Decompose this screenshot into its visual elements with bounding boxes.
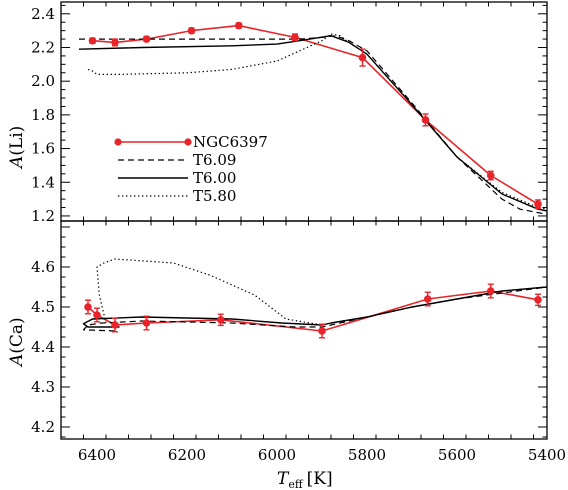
- calcium-ytick-label: 4.3: [31, 378, 55, 396]
- lithium-ytick-label: 1.2: [31, 207, 55, 225]
- lithium-data-point: [291, 33, 299, 42]
- lithium-data-point: [187, 26, 196, 35]
- lithium-ytick-label: 2.4: [31, 5, 55, 23]
- lithium-data-point: [486, 171, 495, 180]
- lithium-series-t580: [87, 33, 547, 210]
- lithium-data-point: [534, 200, 542, 208]
- lithium-ylabel: A(Li): [7, 126, 27, 170]
- calcium-marker-group: [84, 283, 542, 339]
- x-axis-label: Teff [K]: [277, 469, 333, 490]
- legend-marker-ngc6397-right: [184, 138, 192, 146]
- calcium-data-point: [423, 295, 432, 303]
- legend-label-t609: T6.09: [193, 151, 236, 169]
- lithium-data-point: [111, 38, 119, 47]
- calcium-data-point: [216, 316, 225, 324]
- x-tick-label: 6400: [78, 446, 116, 464]
- lithium-ytick-label: 2.2: [31, 38, 55, 56]
- lithium-data-point: [88, 36, 97, 45]
- calcium-data-point: [111, 321, 119, 329]
- x-axis-ticks: 6400 6200 6000 5800 5600 5400: [78, 446, 566, 464]
- calcium-data-point: [142, 319, 151, 327]
- x-tick-label: 5600: [438, 446, 476, 464]
- calcium-ytick-label: 4.4: [31, 338, 55, 356]
- calcium-series-t580: [96, 258, 547, 326]
- legend-label-t600: T6.00: [193, 169, 236, 187]
- calcium-data-point: [486, 287, 495, 295]
- lithium-data-point: [358, 53, 367, 62]
- x-tick-label: 5800: [348, 446, 386, 464]
- calcium-panel: 4.6 4.5 4.4 4.3 4.2 A(Ca): [7, 220, 548, 440]
- calcium-ylabel: A(Ca): [7, 317, 27, 368]
- lithium-data-point: [234, 21, 243, 30]
- legend-label-t580: T5.80: [193, 187, 236, 205]
- lithium-series-group: [78, 24, 547, 215]
- x-tick-label: 5400: [528, 446, 566, 464]
- lithium-panel: 2.4 2.2 2.0 1.8 1.6 1.4 1.2 A(Li) NGC6397 T6.0…: [7, 1, 548, 225]
- lithium-series-ngc6397: [92, 24, 539, 205]
- x-tick-label: 6000: [258, 446, 296, 464]
- lithium-data-point: [142, 35, 151, 43]
- lithium-ytick-label: 2.0: [31, 72, 55, 90]
- calcium-data-point: [84, 303, 92, 311]
- lithium-ytick-label: 1.4: [31, 173, 55, 191]
- calcium-ytick-label: 4.6: [31, 258, 55, 276]
- legend-marker-ngc6397-left: [114, 138, 122, 146]
- lithium-ytick-label: 1.6: [31, 140, 55, 158]
- lithium-series-t609: [79, 35, 547, 215]
- lithium-ytick-label: 1.8: [31, 106, 55, 124]
- calcium-ticks-group: 4.6 4.5 4.4 4.3 4.2: [31, 221, 547, 439]
- legend: NGC6397 T6.09 T6.00 T5.80: [114, 133, 268, 205]
- calcium-frame: [60, 220, 548, 440]
- lithium-marker-group: [88, 21, 542, 210]
- calcium-data-point: [534, 296, 542, 304]
- lithium-data-point: [421, 116, 430, 124]
- legend-label-ngc6397: NGC6397: [193, 133, 268, 151]
- x-tick-label: 6200: [168, 446, 206, 464]
- calcium-data-point: [318, 327, 326, 335]
- lithium-ticks-group: 2.4 2.2 2.0 1.8 1.6 1.4 1.2: [31, 2, 547, 225]
- calcium-data-point: [93, 311, 101, 319]
- calcium-ytick-label: 4.2: [31, 418, 55, 436]
- calcium-ytick-label: 4.5: [31, 298, 55, 316]
